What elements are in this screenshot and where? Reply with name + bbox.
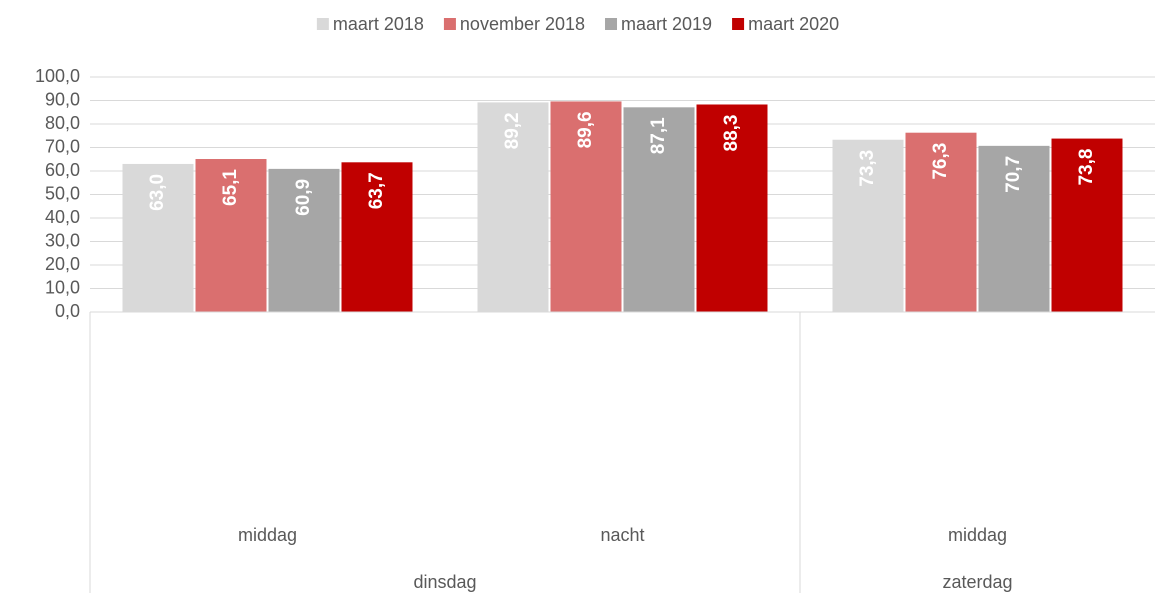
x-tick-label: nacht (600, 525, 644, 545)
bar (905, 132, 977, 312)
group-label: zaterdag (942, 572, 1012, 592)
bar (978, 145, 1050, 312)
value-label: 70,7 (1003, 156, 1024, 193)
bar (832, 139, 904, 312)
y-tick-label: 80,0 (45, 113, 80, 133)
x-tick-label: middag (238, 525, 297, 545)
bar (623, 107, 695, 312)
bar (268, 168, 340, 312)
bar (550, 101, 622, 312)
value-label: 76,3 (930, 143, 951, 180)
value-label: 73,8 (1076, 149, 1097, 186)
y-tick-label: 20,0 (45, 254, 80, 274)
y-tick-label: 0,0 (55, 301, 80, 321)
y-tick-label: 90,0 (45, 89, 80, 109)
y-tick-label: 10,0 (45, 277, 80, 297)
bar (477, 102, 549, 312)
legend-label: maart 2018 (333, 14, 424, 34)
y-tick-label: 40,0 (45, 207, 80, 227)
y-tick-label: 30,0 (45, 230, 80, 250)
legend-swatch (732, 18, 745, 30)
y-tick-label: 100,0 (35, 66, 80, 86)
value-label: 87,1 (648, 117, 669, 154)
value-label: 89,6 (575, 111, 596, 148)
y-tick-label: 60,0 (45, 160, 80, 180)
bar (122, 163, 194, 312)
legend-swatch (443, 18, 456, 30)
value-label: 60,9 (293, 179, 314, 216)
group-label: dinsdag (413, 572, 476, 592)
bar (1051, 138, 1123, 312)
y-tick-label: 50,0 (45, 183, 80, 203)
bar (195, 159, 267, 312)
y-tick-label: 70,0 (45, 136, 80, 156)
legend-swatch (316, 18, 329, 30)
value-label: 73,3 (857, 150, 878, 187)
x-tick-label: middag (948, 525, 1007, 545)
value-label: 63,0 (147, 174, 168, 211)
legend-label: november 2018 (460, 14, 585, 34)
bar (341, 162, 413, 312)
legend-label: maart 2020 (748, 14, 839, 34)
value-label: 88,3 (721, 114, 742, 151)
value-label: 65,1 (220, 169, 241, 206)
value-label: 63,7 (366, 172, 387, 209)
bar (696, 104, 768, 313)
legend-swatch (605, 18, 618, 30)
legend-label: maart 2019 (621, 14, 712, 34)
value-label: 89,2 (502, 112, 523, 149)
